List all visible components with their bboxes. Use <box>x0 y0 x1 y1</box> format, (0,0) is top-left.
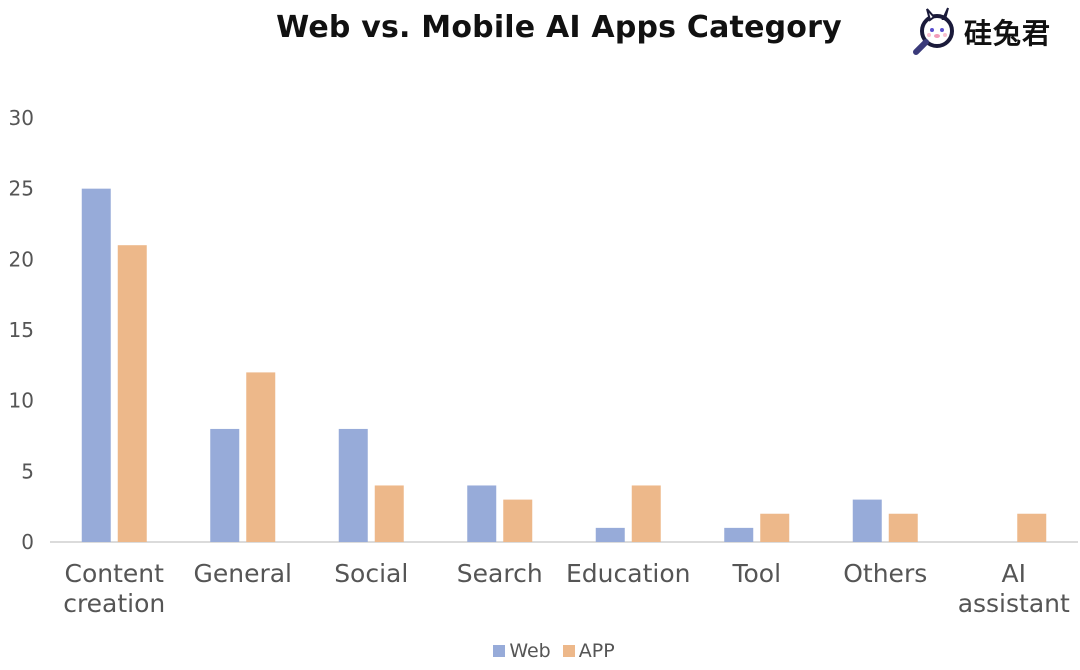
bar-app <box>246 372 276 542</box>
legend-item-web: Web <box>493 640 551 662</box>
x-tick-label: Others <box>843 559 927 588</box>
bar-app <box>1017 513 1047 542</box>
bar-web <box>210 428 240 542</box>
bar-app <box>503 499 533 542</box>
brand-logo: 硅兔君 <box>910 6 1076 58</box>
legend: Web APP <box>0 640 1080 662</box>
legend-swatch <box>562 645 575 657</box>
bar-app <box>760 513 790 542</box>
legend-label: APP <box>578 640 615 662</box>
bar-app <box>374 485 404 542</box>
bar-web <box>81 188 111 542</box>
bar-app <box>888 513 918 542</box>
brand-name: 硅兔君 <box>964 17 1052 50</box>
y-axis-ticks: 0 5 10 15 20 25 30 <box>9 106 34 554</box>
x-tick-label: creation <box>63 589 165 618</box>
bar-web <box>595 527 625 542</box>
x-tick-label: assistant <box>958 589 1070 618</box>
bars <box>81 188 1047 542</box>
y-tick-label: 30 <box>9 106 34 130</box>
x-tick-label: Social <box>334 559 408 588</box>
x-tick-label: Search <box>457 559 543 588</box>
x-tick-label: General <box>193 559 292 588</box>
legend-item-app: APP <box>562 640 615 662</box>
bar-app <box>117 245 147 542</box>
rabbit-magnifier-icon <box>913 7 954 55</box>
bar-web <box>852 499 882 542</box>
bar-app <box>631 485 661 542</box>
bar-web <box>467 485 497 542</box>
chart-title: Web vs. Mobile AI Apps Category <box>276 10 842 45</box>
x-tick-label: AI <box>1002 559 1026 588</box>
x-tick-label: Content <box>65 559 165 588</box>
y-tick-label: 0 <box>21 530 34 554</box>
legend-swatch <box>493 645 506 657</box>
y-tick-label: 10 <box>9 389 34 413</box>
y-tick-label: 5 <box>21 459 34 483</box>
bar-web <box>724 527 754 542</box>
x-tick-label: Tool <box>731 559 781 588</box>
legend-label: Web <box>509 640 551 662</box>
y-tick-label: 20 <box>9 247 34 271</box>
x-tick-label: Education <box>566 559 690 588</box>
y-tick-label: 15 <box>9 318 34 342</box>
bar-web <box>338 428 368 542</box>
y-tick-label: 25 <box>9 177 34 201</box>
